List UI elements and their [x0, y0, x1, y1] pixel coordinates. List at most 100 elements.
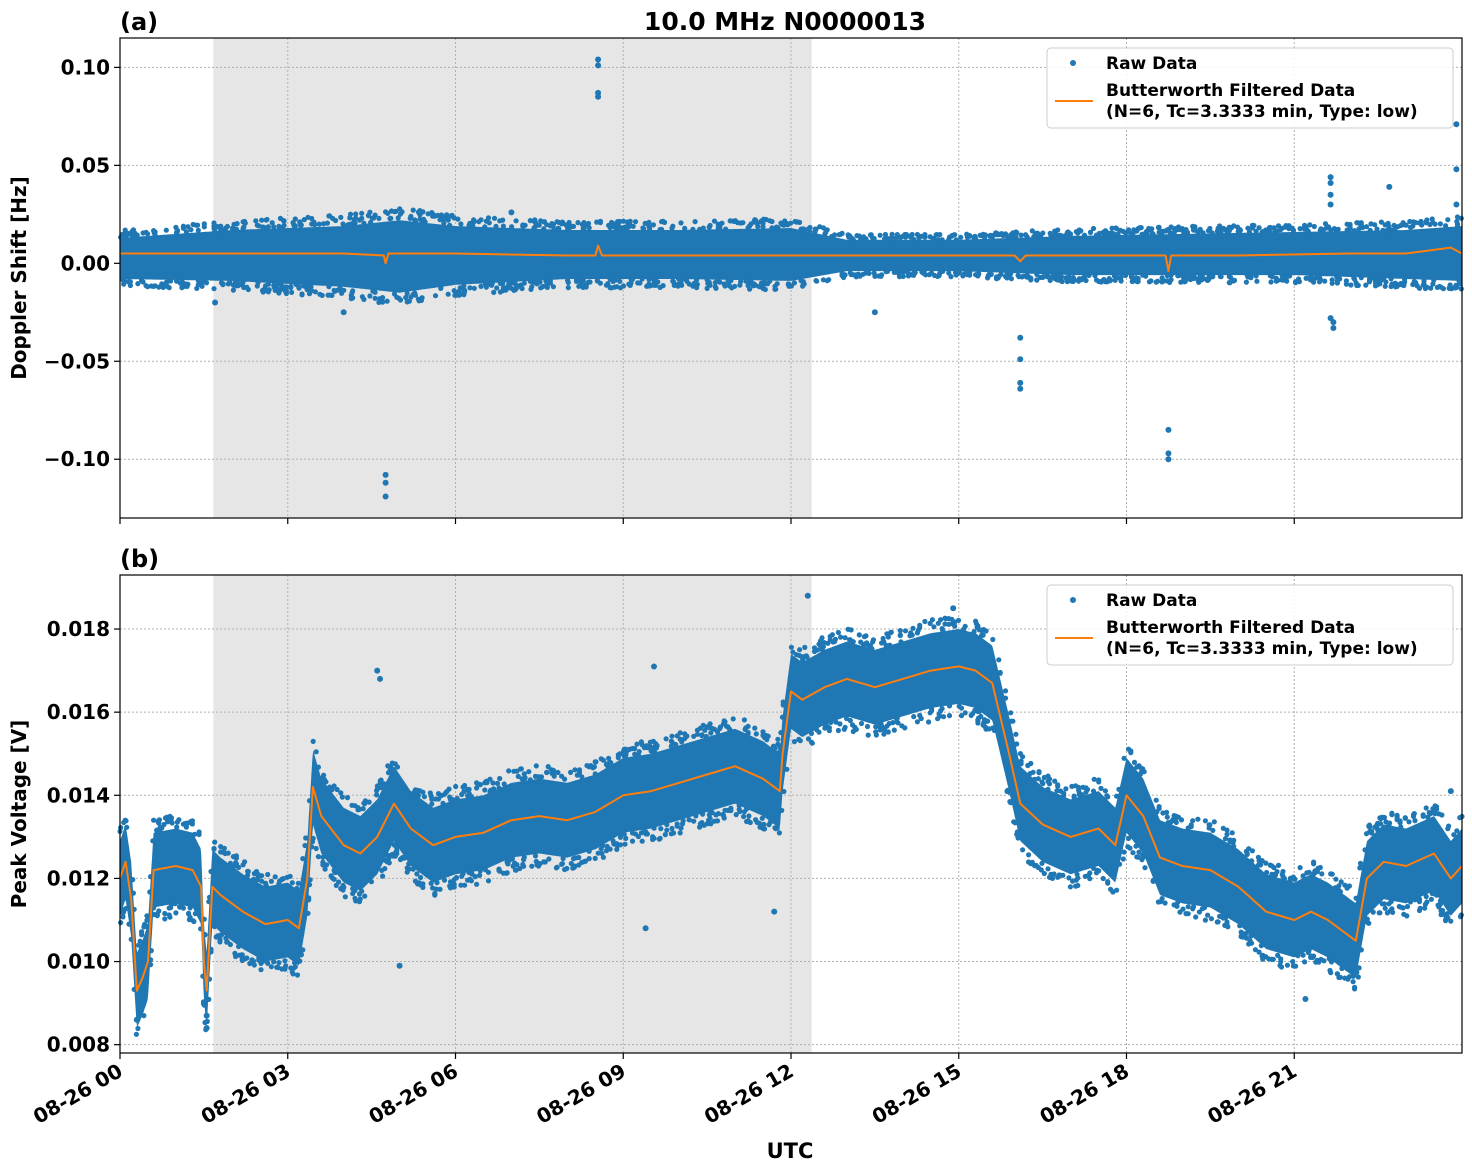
raw-data-point	[248, 959, 254, 966]
raw-data-point	[315, 764, 321, 770]
raw-data-point	[1253, 228, 1259, 234]
raw-data-point	[1297, 865, 1303, 871]
raw-data-point	[368, 219, 374, 226]
raw-data-point	[1055, 782, 1061, 788]
raw-data-point	[1128, 231, 1135, 237]
raw-data-point	[1290, 959, 1296, 965]
raw-data-point	[474, 881, 480, 887]
raw-data-point	[410, 866, 416, 872]
raw-data-point	[961, 626, 967, 632]
raw-data-point	[981, 233, 987, 239]
raw-data-point	[1287, 878, 1293, 884]
raw-data-point	[152, 229, 158, 235]
raw-data-point	[1032, 776, 1038, 782]
raw-data-point	[1129, 278, 1135, 285]
raw-data-point	[1130, 850, 1136, 856]
raw-data-point	[471, 217, 477, 223]
raw-data-point	[1028, 277, 1034, 283]
raw-data-point	[420, 209, 426, 215]
raw-data-point	[268, 878, 274, 884]
raw-data-point	[556, 225, 562, 232]
raw-data-point	[233, 226, 239, 232]
raw-data-point	[1328, 959, 1335, 965]
raw-data-point	[827, 637, 833, 643]
raw-data-point	[443, 789, 449, 796]
raw-data-point	[1010, 230, 1016, 236]
raw-data-point	[490, 780, 496, 786]
raw-data-point	[187, 914, 193, 921]
raw-data-point	[1422, 285, 1428, 292]
raw-data-point	[1354, 969, 1360, 975]
panel-b-label: (b)	[120, 545, 159, 573]
raw-data-point	[1293, 963, 1299, 969]
raw-data-point	[128, 936, 134, 942]
raw-data-point	[1081, 232, 1088, 238]
raw-data-point	[805, 736, 812, 742]
raw-data-point	[1404, 913, 1410, 919]
raw-data-point	[387, 215, 393, 222]
raw-data-point	[690, 226, 696, 232]
raw-data-point	[264, 216, 270, 223]
raw-data-point	[139, 929, 145, 935]
raw-data-point	[873, 729, 879, 735]
raw-data-point	[348, 296, 354, 302]
panel-b-ylabel: Peak Voltage [V]	[7, 720, 31, 909]
raw-data-point	[1372, 222, 1378, 228]
raw-data-point	[1306, 869, 1312, 875]
raw-data-point	[1076, 792, 1082, 798]
raw-data-point	[190, 221, 196, 228]
raw-data-point	[765, 733, 771, 739]
raw-data-point	[1111, 273, 1117, 279]
raw-data-point	[287, 873, 293, 879]
raw-data-point	[453, 783, 459, 790]
raw-data-point	[1135, 278, 1141, 284]
raw-data-point	[468, 870, 474, 876]
raw-data-point	[429, 801, 435, 807]
raw-data-point	[899, 268, 906, 275]
raw-data-point	[1322, 278, 1328, 284]
raw-data-point	[1055, 874, 1061, 880]
raw-data-point	[1069, 783, 1075, 790]
raw-data-point	[147, 889, 153, 895]
raw-data-point	[981, 719, 987, 726]
raw-data-point	[338, 790, 344, 796]
raw-data-point	[908, 630, 914, 636]
raw-data-point	[500, 280, 506, 286]
raw-data-point	[889, 231, 895, 237]
raw-data-point	[1245, 225, 1251, 231]
raw-data-point	[699, 732, 705, 738]
raw-data-point	[612, 225, 618, 231]
raw-data-point	[935, 620, 941, 626]
raw-data-point	[306, 798, 313, 804]
raw-data-point	[878, 273, 884, 279]
x-tick-label: 08-26 15	[868, 1059, 966, 1129]
raw-data-point	[1225, 226, 1232, 232]
raw-data-point	[586, 856, 592, 862]
raw-data-point	[1190, 818, 1196, 824]
raw-data-point	[359, 888, 365, 894]
raw-data-point	[864, 723, 871, 730]
raw-data-point	[367, 293, 373, 299]
raw-data-point	[1140, 854, 1147, 860]
raw-data-point	[897, 628, 903, 634]
raw-data-point	[1237, 923, 1243, 929]
raw-data-point	[1366, 279, 1373, 285]
raw-data-point	[621, 226, 627, 232]
raw-data-point	[1195, 816, 1201, 822]
raw-data-point	[342, 894, 348, 900]
raw-data-point	[276, 223, 282, 229]
raw-data-point	[1323, 225, 1329, 231]
raw-data-point	[537, 861, 543, 867]
raw-data-point	[711, 818, 718, 824]
raw-data-point	[781, 788, 787, 795]
legend-filtered-label-2: (N=6, Tc=3.3333 min, Type: low)	[1106, 102, 1418, 122]
raw-data-point	[612, 277, 618, 283]
raw-data-point	[518, 284, 524, 290]
raw-data-outlier	[642, 925, 649, 932]
raw-data-point	[297, 222, 304, 229]
raw-data-point	[230, 854, 236, 860]
raw-data-point	[1413, 220, 1419, 226]
raw-data-point	[581, 226, 587, 232]
raw-data-point	[376, 215, 382, 221]
raw-data-point	[1275, 862, 1282, 869]
